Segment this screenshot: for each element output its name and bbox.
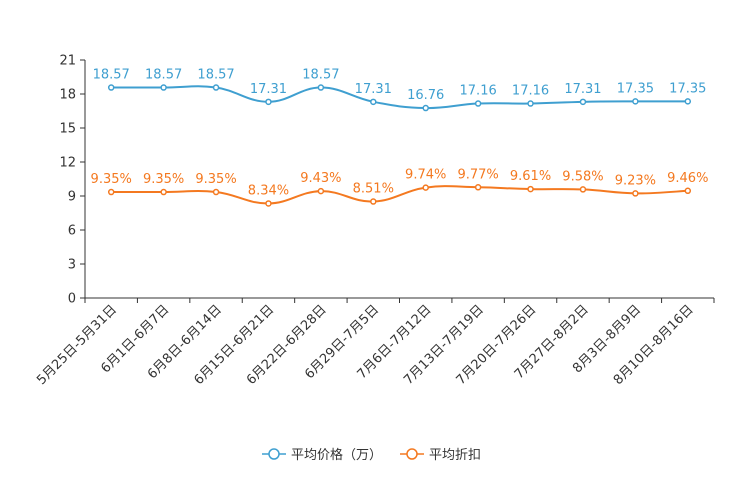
data-label: 9.61% — [510, 169, 551, 184]
data-point[interactable] — [265, 98, 272, 106]
y-tick-label: 9 — [68, 190, 76, 205]
data-point[interactable] — [317, 187, 325, 195]
data-point[interactable] — [684, 187, 692, 195]
y-tick-label: 18 — [59, 88, 76, 103]
data-label: 8.34% — [248, 183, 289, 198]
y-tick-label: 3 — [68, 258, 76, 273]
legend-label: 平均价格（万） — [291, 447, 382, 463]
data-label: 9.35% — [143, 172, 184, 187]
data-label: 16.76 — [407, 88, 444, 103]
data-label: 17.31 — [250, 82, 287, 97]
data-label: 17.16 — [512, 84, 549, 99]
data-label: 18.57 — [145, 68, 182, 83]
data-label: 17.35 — [617, 81, 654, 96]
data-label: 8.51% — [353, 182, 394, 197]
data-label: 9.46% — [667, 171, 708, 186]
y-tick-label: 0 — [68, 292, 76, 307]
data-point[interactable] — [370, 98, 377, 106]
data-point[interactable] — [579, 186, 587, 193]
y-tick-label: 12 — [59, 156, 76, 171]
data-label: 17.31 — [355, 82, 392, 97]
data-label: 9.43% — [300, 171, 341, 186]
data-point[interactable] — [527, 100, 534, 107]
data-label: 17.31 — [564, 82, 601, 97]
data-point[interactable] — [579, 98, 587, 106]
data-point[interactable] — [107, 84, 115, 91]
data-point[interactable] — [370, 198, 377, 205]
legend-marker-icon — [406, 448, 418, 460]
data-label: 9.35% — [195, 172, 236, 187]
y-tick-label: 15 — [59, 122, 76, 137]
data-point[interactable] — [422, 104, 429, 112]
legend-label: 平均折扣 — [429, 448, 481, 463]
data-label: 9.77% — [457, 167, 498, 182]
data-point[interactable] — [684, 98, 692, 105]
data-label: 9.58% — [562, 169, 603, 184]
data-point[interactable] — [422, 184, 429, 191]
data-point[interactable] — [212, 84, 220, 91]
data-point[interactable] — [107, 188, 115, 196]
legend-item-1[interactable]: 平均折扣 — [400, 448, 481, 463]
data-label: 9.23% — [615, 173, 656, 188]
series-line-0 — [111, 85, 688, 110]
data-label: 18.57 — [197, 68, 234, 83]
series-line-1 — [111, 185, 688, 205]
data-point[interactable] — [474, 100, 482, 107]
legend-item-0[interactable]: 平均价格（万） — [262, 447, 382, 463]
data-point[interactable] — [317, 84, 325, 91]
data-label: 9.35% — [91, 172, 132, 187]
data-point[interactable] — [160, 84, 167, 91]
data-point[interactable] — [474, 184, 482, 191]
legend-marker-icon — [268, 448, 280, 460]
chart-legend[interactable]: 平均价格（万） 平均折扣 — [262, 447, 481, 463]
data-label: 17.16 — [460, 84, 497, 99]
data-point[interactable] — [632, 98, 639, 105]
data-point[interactable] — [527, 185, 534, 193]
chart-series: 18.57 18.57 18.57 17.31 18.57 17.31 16.76 17.16… — [91, 68, 708, 207]
data-label: 9.74% — [405, 168, 446, 183]
data-point[interactable] — [265, 200, 272, 207]
data-label: 17.35 — [669, 81, 706, 96]
data-point[interactable] — [212, 188, 220, 196]
data-point[interactable] — [632, 190, 639, 197]
data-label: 18.57 — [93, 68, 130, 83]
y-tick-label: 6 — [68, 224, 76, 239]
data-point[interactable] — [160, 188, 167, 196]
data-label: 18.57 — [302, 68, 339, 83]
y-tick-label: 21 — [59, 54, 76, 69]
